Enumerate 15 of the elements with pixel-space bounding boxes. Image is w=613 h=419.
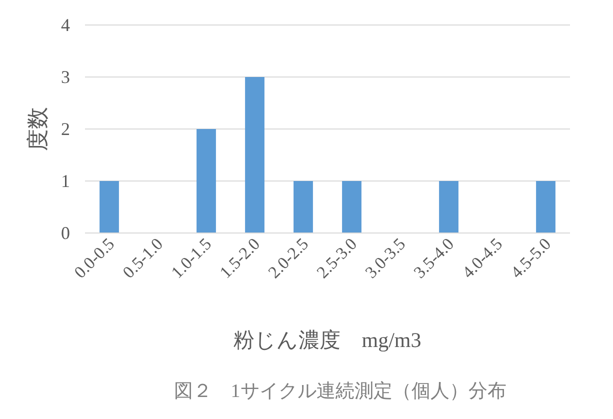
bar <box>439 181 458 233</box>
bar <box>342 181 362 233</box>
x-axis-title: 粉じん濃度 mg/m3 <box>234 328 422 352</box>
bar <box>245 77 264 233</box>
y-axis-title: 度数 <box>25 107 50 151</box>
bar <box>294 181 313 233</box>
y-tick-label: 0 <box>61 223 70 243</box>
bar <box>100 181 119 233</box>
y-tick-label: 3 <box>61 67 70 87</box>
y-tick-label: 4 <box>61 15 70 35</box>
bar <box>536 181 556 233</box>
bar <box>196 129 216 233</box>
caption: 図２ 1サイクル連続測定（個人）分布 <box>174 380 506 402</box>
y-tick-label: 1 <box>61 171 70 191</box>
y-tick-label: 2 <box>61 119 70 139</box>
